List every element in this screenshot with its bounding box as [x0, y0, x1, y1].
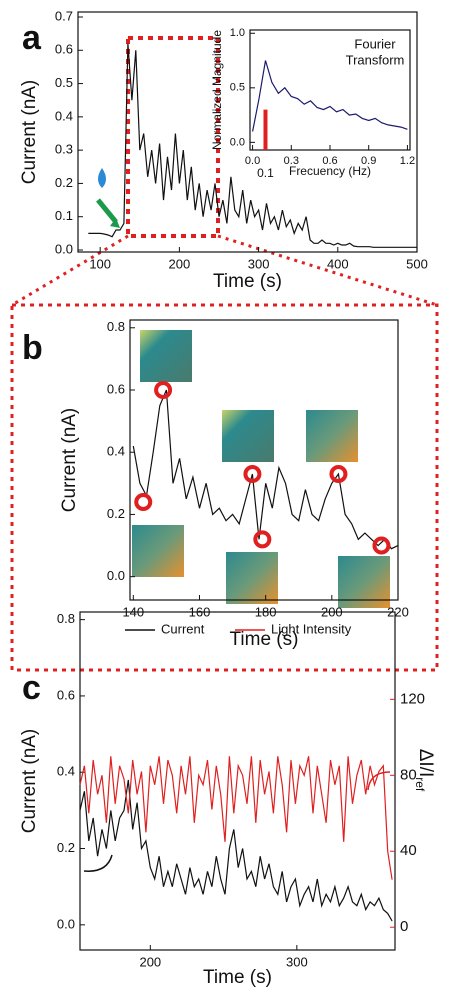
legend-label: Current — [161, 621, 205, 636]
photos — [132, 330, 390, 608]
y-tick-label: 0.2 — [55, 175, 73, 190]
photo — [222, 410, 274, 462]
photo — [226, 552, 278, 604]
data-line — [79, 756, 393, 880]
marker — [243, 465, 262, 483]
data-line — [79, 779, 393, 922]
plot-frame — [129, 319, 399, 601]
x-tick-label: 100 — [89, 256, 111, 271]
y-axis-label: Current (nA) — [19, 80, 40, 185]
data-line — [132, 389, 399, 550]
annotation-bar — [263, 109, 268, 150]
x-tick-label: 220 — [387, 604, 409, 619]
x-axis-label: Time (s) — [203, 967, 272, 988]
data-line — [88, 43, 417, 248]
y-axis-label: Current (nA) — [19, 729, 40, 834]
panel-label: b — [22, 329, 43, 367]
y2-tick-label: 120 — [400, 690, 425, 707]
y-axis-label: Normalized Magnitude — [210, 30, 224, 150]
x-tick-label: 0.3 — [284, 155, 299, 167]
panel-label: c — [22, 669, 41, 707]
marker — [154, 381, 173, 399]
arrow — [96, 198, 118, 224]
plot-frame — [79, 611, 396, 951]
x-tick-label: 200 — [139, 954, 161, 969]
y-tick-label: 0.4 — [107, 444, 125, 459]
zoom-box — [126, 36, 220, 238]
photo — [338, 556, 390, 608]
annotation-label: 0.1 — [257, 166, 274, 180]
x-tick-label: 500 — [406, 256, 428, 271]
y-tick-label: 1.0 — [230, 27, 245, 39]
arrow-head — [110, 218, 120, 228]
y-tick-label: 0.2 — [57, 840, 75, 855]
x-tick-label: 300 — [286, 954, 308, 969]
legend-label: Light Intensity — [271, 621, 352, 636]
plot-frame — [77, 11, 418, 253]
y-axis-label: Current (nA) — [59, 408, 80, 513]
y-tick-label: 0.1 — [55, 208, 73, 223]
x-tick-label: 0.0 — [245, 155, 260, 167]
marker — [329, 465, 348, 483]
photo — [306, 410, 358, 462]
data-line — [252, 60, 408, 132]
marker — [134, 493, 153, 511]
y2-label-sub: ref — [413, 777, 427, 792]
inset-title: Fourier — [354, 36, 396, 51]
x-tick-label: 200 — [169, 256, 191, 271]
y-tick-label: 0.8 — [57, 611, 75, 626]
x-tick-label: 1.2 — [400, 155, 415, 167]
y-tick-label: 0.0 — [55, 241, 73, 256]
x-tick-label: 300 — [248, 256, 270, 271]
y-tick-label: 0.4 — [55, 108, 73, 123]
y-tick-label: 0.0 — [230, 136, 245, 148]
zoom-frame — [10, 303, 439, 672]
x-axis-label: Time (s) — [213, 271, 282, 292]
arrow — [367, 771, 391, 791]
y-tick-label: 0.7 — [55, 8, 73, 23]
y-tick-label: 0.8 — [107, 319, 125, 334]
y-tick-label: 0.6 — [107, 381, 125, 396]
panel-label: a — [22, 19, 42, 57]
y2-label-main: ΔI/I — [415, 749, 436, 778]
x-axis-label: Time (s) — [230, 629, 299, 650]
drop-icon — [98, 168, 106, 188]
photo — [132, 525, 184, 577]
y-tick-label: 0.6 — [57, 687, 75, 702]
x-tick-label: 0.9 — [361, 155, 376, 167]
y-tick-label: 0.5 — [55, 75, 73, 90]
y-tick-label: 0.6 — [55, 42, 73, 57]
inset-title: Transform — [346, 52, 405, 67]
zoom-line — [11, 234, 129, 307]
marker — [372, 536, 391, 555]
zoom-line — [217, 234, 438, 307]
y-tick-label: 0.3 — [55, 142, 73, 157]
y-tick-label: 0.0 — [107, 568, 125, 583]
y-tick-label: 0.5 — [230, 82, 245, 94]
y-tick-label: 0.4 — [57, 764, 75, 779]
y2-tick-label: 0 — [400, 918, 408, 935]
x-axis-label: Frecuency (Hz) — [289, 164, 371, 178]
y-tick-label: 0.0 — [57, 916, 75, 931]
y2-tick-label: 80 — [400, 766, 417, 783]
x-tick-label: 400 — [327, 256, 349, 271]
marker — [253, 530, 272, 549]
y2-axis-label: ΔI/Iref — [413, 749, 436, 792]
arrow — [83, 854, 113, 872]
y-tick-label: 0.2 — [107, 506, 125, 521]
x-tick-label: 0.6 — [322, 155, 337, 167]
y2-tick-label: 40 — [400, 842, 417, 859]
photo — [140, 330, 192, 382]
